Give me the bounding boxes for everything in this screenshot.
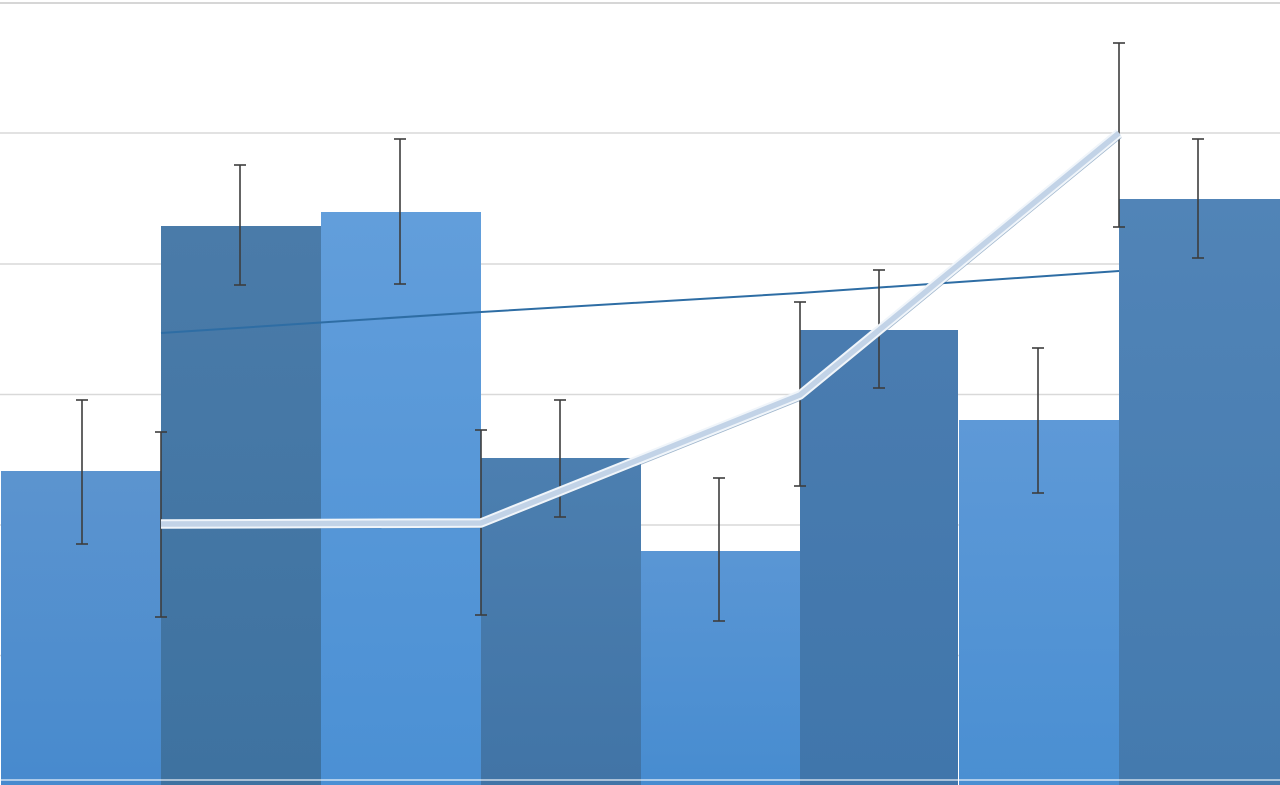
error-bars-group (76, 42, 1204, 622)
dark-trend-line (160, 270, 1120, 334)
bar-2 (161, 226, 321, 785)
bar-8 (1119, 199, 1280, 785)
bar-1 (1, 471, 161, 785)
bar-6 (800, 330, 958, 785)
bars-group (1, 212, 1119, 785)
bar-4 (481, 458, 641, 785)
bar-5 (641, 551, 800, 785)
bar-7 (959, 420, 1119, 785)
light-line-core (160, 130, 1121, 527)
bar-3 (321, 212, 481, 785)
